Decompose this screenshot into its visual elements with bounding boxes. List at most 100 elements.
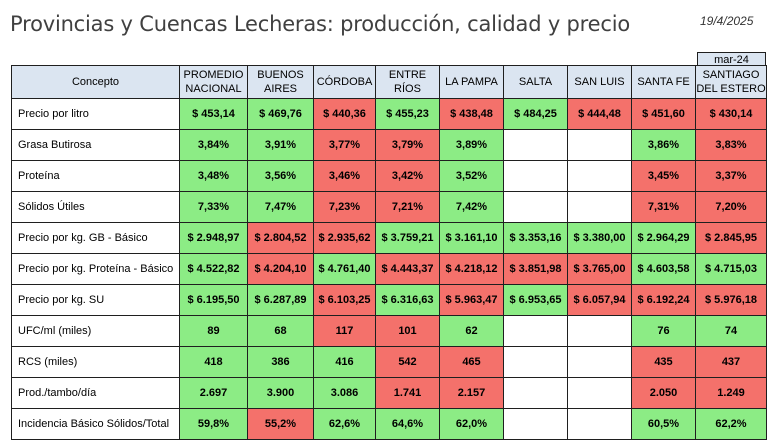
table-row: Precio por kg. SU $ 6.195,50 $ 6.287,89 $ 6…	[11, 284, 767, 316]
table-cell: $ 4.715,03	[695, 253, 767, 285]
table-cell: 3,52%	[439, 160, 504, 192]
table-cell: 76	[631, 315, 696, 347]
table-cell: $ 2.948,97	[179, 222, 248, 254]
table-cell: $ 4.443,37	[375, 253, 440, 285]
row-label: Precio por kg. SU	[11, 284, 180, 316]
table-cell: $ 5.976,18	[695, 284, 767, 316]
column-header-line: SALTA	[518, 76, 553, 88]
table-cell: 7,31%	[631, 191, 696, 223]
table-cell: 1.249	[695, 377, 767, 409]
table-cell: 418	[179, 346, 248, 378]
column-header: SANTIAGO DEL ESTERO	[695, 65, 767, 99]
table-cell: $ 430,14	[695, 98, 767, 130]
table-cell: $ 6.057,94	[567, 284, 632, 316]
table-row: Sólidos Útiles 7,33% 7,47% 7,23% 7,21% 7,42% 7…	[11, 191, 767, 223]
table-cell: $ 6.195,50	[179, 284, 248, 316]
table-cell: 416	[313, 346, 376, 378]
dairy-data-table: Concepto PROMEDIO NACIONAL BUENOS AIRES CÓRDO…	[11, 65, 767, 440]
table-cell	[567, 191, 632, 223]
column-header-line: SAN LUIS	[574, 76, 625, 88]
table-cell	[567, 160, 632, 192]
table-cell	[503, 408, 568, 440]
row-label: Precio por litro	[11, 98, 180, 130]
table-cell: 117	[313, 315, 376, 347]
table-row: Proteína 3,48% 3,56% 3,46% 3,42% 3,52% 3,45% 3,…	[11, 160, 767, 192]
table-cell: $ 6.192,24	[631, 284, 696, 316]
column-header-line: LA PAMPA	[445, 76, 498, 88]
table-cell	[503, 191, 568, 223]
page-title: Provincias y Cuencas Lecheras: producció…	[10, 12, 630, 36]
table-row: Grasa Butirosa 3,84% 3,91% 3,77% 3,79% 3,89% 3…	[11, 129, 767, 161]
header-row: Concepto PROMEDIO NACIONAL BUENOS AIRES CÓRDO…	[11, 65, 767, 99]
table-cell: 3,86%	[631, 129, 696, 161]
row-label: Grasa Butirosa	[11, 129, 180, 161]
table-cell: 68	[247, 315, 314, 347]
row-label: RCS (miles)	[11, 346, 180, 378]
column-header: PROMEDIO NACIONAL	[179, 65, 248, 99]
column-header-line: ENTRE RÍOS	[388, 69, 427, 95]
column-header-line: CÓRDOBA	[316, 76, 373, 88]
table-cell: 60,5%	[631, 408, 696, 440]
period-label: mar-24	[697, 52, 766, 66]
table-cell: $ 6.953,65	[503, 284, 568, 316]
table-row: Prod./tambo/día 2.697 3.900 3.086 1.741 2.157…	[11, 377, 767, 409]
table-cell: 435	[631, 346, 696, 378]
table-cell: $ 2.804,52	[247, 222, 314, 254]
table-cell: 3,45%	[631, 160, 696, 192]
table-cell: 55,2%	[247, 408, 314, 440]
column-header: CÓRDOBA	[313, 65, 376, 99]
table-row: Precio por litro $ 453,14 $ 469,76 $ 440,36…	[11, 98, 767, 130]
table-cell: 7,47%	[247, 191, 314, 223]
table-row: Incidencia Básico Sólidos/Total 59,8% 55,2…	[11, 408, 767, 440]
table-cell: $ 2.964,29	[631, 222, 696, 254]
table-cell: $ 444,48	[567, 98, 632, 130]
table-cell	[567, 346, 632, 378]
table-row: Precio por kg. GB - Básico $ 2.948,97 $ 2.…	[11, 222, 767, 254]
table-cell: 7,42%	[439, 191, 504, 223]
column-header: SAN LUIS	[567, 65, 632, 99]
table-cell: 437	[695, 346, 767, 378]
table-cell: $ 3.161,10	[439, 222, 504, 254]
table-cell: $ 3.851,98	[503, 253, 568, 285]
column-header-line: BUENOS	[257, 69, 304, 81]
column-header-concept: Concepto	[11, 65, 180, 99]
table-cell: 3,91%	[247, 129, 314, 161]
table-cell: 3,83%	[695, 129, 767, 161]
column-header-line: NACIONAL	[185, 83, 242, 95]
row-label: Precio por kg. GB - Básico	[11, 222, 180, 254]
table-cell: $ 6.103,25	[313, 284, 376, 316]
table-cell	[567, 408, 632, 440]
row-label: Precio por kg. Proteína - Básico	[11, 253, 180, 285]
table-cell: $ 2.935,62	[313, 222, 376, 254]
column-header: ENTRE RÍOS	[375, 65, 440, 99]
column-header-line: AIRES	[263, 83, 297, 95]
table-cell: $ 440,36	[313, 98, 376, 130]
column-header-line: DEL ESTERO	[696, 83, 766, 95]
table-cell: $ 453,14	[179, 98, 248, 130]
table-cell: 542	[375, 346, 440, 378]
table-cell: 7,33%	[179, 191, 248, 223]
table-row: UFC/ml (miles) 89 68 117 101 62 76 74	[11, 315, 767, 347]
table-cell: 7,21%	[375, 191, 440, 223]
row-label: Prod./tambo/día	[11, 377, 180, 409]
report-date: 19/4/2025	[700, 14, 754, 28]
table-cell: $ 3.759,21	[375, 222, 440, 254]
table-cell: 3,89%	[439, 129, 504, 161]
table-cell: $ 484,25	[503, 98, 568, 130]
table-cell: 3.900	[247, 377, 314, 409]
table-cell: $ 438,48	[439, 98, 504, 130]
table-cell: 59,8%	[179, 408, 248, 440]
table-cell: 7,23%	[313, 191, 376, 223]
table-cell: 101	[375, 315, 440, 347]
table-cell: 2.050	[631, 377, 696, 409]
table-cell: $ 4.761,40	[313, 253, 376, 285]
table-row: RCS (miles) 418 386 416 542 465 435 437	[11, 346, 767, 378]
table-cell: 62,6%	[313, 408, 376, 440]
table-cell: 62,0%	[439, 408, 504, 440]
table-cell	[567, 129, 632, 161]
table-cell: 3,79%	[375, 129, 440, 161]
table-cell: $ 3.380,00	[567, 222, 632, 254]
table-cell	[567, 315, 632, 347]
table-cell: 62,2%	[695, 408, 767, 440]
table-cell: 3,56%	[247, 160, 314, 192]
